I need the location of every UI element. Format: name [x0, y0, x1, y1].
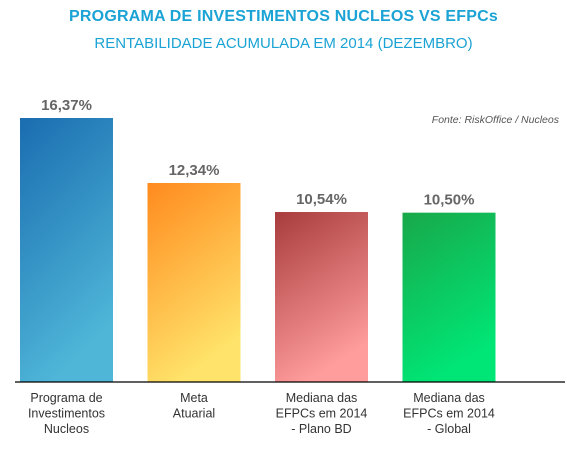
category-label-2: Meta Atuarial	[173, 391, 215, 421]
value-label-1: 16,37%	[41, 97, 92, 114]
category-label-4: Mediana das EFPCs em 2014- Global	[403, 391, 495, 436]
bar-3	[275, 212, 368, 382]
bar-1	[20, 118, 113, 382]
category-label-3: Mediana das EFPCs em 2014- Plano BD	[276, 391, 368, 436]
category-label-1: Programa de Investimentos Nucleos	[28, 391, 105, 436]
value-label-4: 10,50%	[424, 192, 475, 209]
chart-subtitle: RENTABILIDADE ACUMULADA EM 2014 (DEZEMBR…	[94, 35, 473, 52]
bar-4	[402, 212, 496, 382]
value-label-3: 10,54%	[296, 191, 347, 208]
value-label-2: 12,34%	[169, 162, 220, 179]
bar-2	[147, 182, 241, 382]
source-note: Fonte: RiskOffice / Nucleos	[431, 114, 559, 126]
chart-title: PROGRAMA DE INVESTIMENTOS NUCLEOS VS EFP…	[69, 8, 498, 25]
